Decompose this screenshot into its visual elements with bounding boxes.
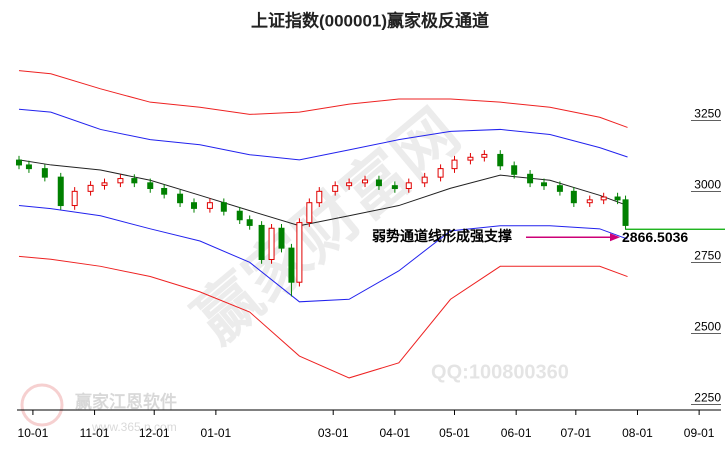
candle-body	[332, 185, 339, 192]
candle-body	[614, 196, 621, 201]
candle-body	[131, 178, 138, 184]
candle-body	[306, 202, 313, 224]
arrow-head	[610, 233, 620, 242]
y-tick-label: 2750	[694, 249, 721, 263]
channel-line	[18, 255, 628, 379]
candle-body	[437, 168, 444, 178]
logo	[20, 383, 64, 427]
candle-body	[190, 202, 197, 209]
candle-body	[586, 199, 593, 204]
candle-body	[258, 224, 265, 260]
candle-body	[57, 176, 64, 207]
x-tick-label: 04-01	[380, 426, 411, 440]
y-tick-label: 2250	[694, 390, 721, 404]
watermark: QQ:100800360	[431, 361, 569, 383]
candle-body	[316, 190, 323, 204]
candle-body	[220, 202, 227, 212]
candle-body	[362, 179, 369, 184]
annotation: 弱势通道线形成强支撑	[372, 228, 512, 244]
candle-body	[541, 182, 548, 187]
x-tick-label: 05-01	[439, 426, 470, 440]
y-tick-label: 3000	[694, 178, 721, 192]
candle-body	[556, 185, 563, 192]
candle-body	[206, 202, 213, 209]
candle-body	[268, 227, 275, 260]
candle-body	[296, 222, 303, 283]
candle-body	[527, 173, 534, 184]
support-label: 2866.5036	[622, 229, 688, 245]
candle-body	[87, 184, 94, 192]
candle-body	[497, 153, 504, 167]
candle-body	[25, 164, 32, 170]
candle-body	[161, 188, 168, 195]
candle-body	[236, 210, 243, 221]
channel-line	[18, 205, 628, 303]
candle-body	[288, 247, 295, 283]
candle-body	[405, 182, 412, 190]
candle-body	[375, 179, 382, 187]
chart-title: 上证指数(000001)赢家极反通道	[251, 10, 489, 30]
candle-body	[391, 185, 398, 190]
x-tick-label: 06-01	[501, 426, 532, 440]
channel-line	[18, 159, 628, 227]
candle-body	[511, 165, 518, 175]
candle-body	[117, 178, 124, 184]
candle-body	[600, 196, 607, 201]
candle-body	[451, 159, 458, 170]
channel-line	[18, 108, 628, 161]
candle-body	[467, 156, 474, 161]
watermark: www.365.n.com	[91, 420, 177, 434]
x-tick-label: 11-01	[80, 426, 110, 440]
x-tick-label: 01-01	[201, 426, 232, 440]
x-tick-label: 07-01	[560, 426, 591, 440]
x-tick-label: 03-01	[318, 426, 349, 440]
candle-body	[278, 227, 285, 249]
candle-body	[101, 182, 108, 186]
candle-body	[71, 190, 78, 207]
x-tick-label: 08-01	[622, 426, 653, 440]
candle-body	[246, 219, 253, 226]
candle-body	[15, 159, 22, 166]
candle-body	[41, 168, 48, 178]
channel-line	[18, 70, 628, 128]
y-tick-label: 2500	[694, 320, 721, 334]
watermark: 赢家江恩软件	[75, 391, 177, 411]
candle-body	[346, 182, 353, 187]
candle-body	[147, 182, 154, 190]
candle-body	[481, 153, 488, 158]
candle-body	[570, 190, 577, 204]
y-tick-label: 3250	[694, 107, 721, 121]
candle-body	[622, 199, 629, 226]
x-tick-label: 10-01	[18, 426, 49, 440]
candle-body	[177, 193, 184, 204]
x-tick-label: 12-01	[139, 426, 170, 440]
candle-body	[421, 176, 428, 184]
x-tick-label: 09-01	[684, 426, 715, 440]
